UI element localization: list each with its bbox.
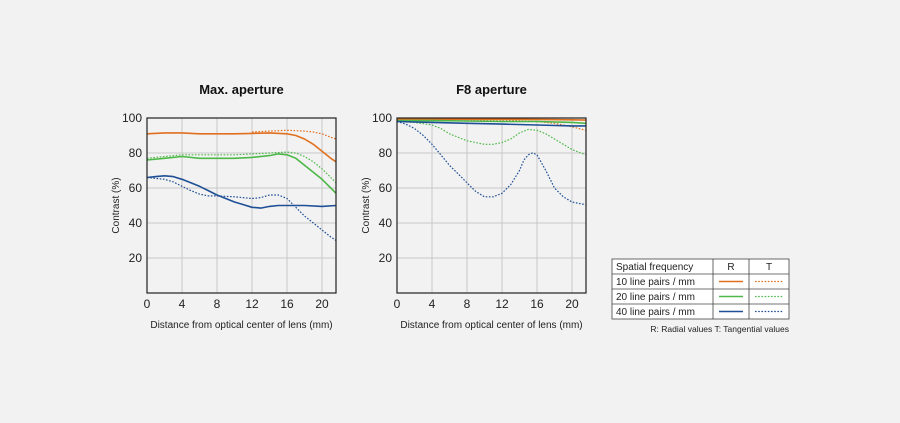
series-line-20T (146, 151, 337, 184)
series-line-10T (251, 129, 337, 140)
x-tick-label: 0 (144, 297, 151, 311)
chart-max-aperture: 0 4 8 12 16 20 20 40 60 80 100 Max. aperture Distanc… (111, 82, 337, 331)
y-tick-label: 20 (129, 251, 143, 265)
plot-frame (146, 117, 337, 294)
y-tick-label: 60 (129, 181, 143, 195)
y-tick-label: 80 (129, 146, 143, 160)
x-tick-label: 12 (495, 297, 509, 311)
legend-row-label: 20 line pairs / mm (616, 292, 695, 303)
plot-frame (396, 117, 587, 294)
legend-note: R: Radial values T: Tangential values (650, 324, 789, 334)
x-tick-label: 16 (530, 297, 544, 311)
chart-f8-aperture: 0 4 8 12 16 20 20 40 60 80 100 F8 aperture Distance … (361, 82, 587, 331)
series-line-10R (397, 118, 587, 121)
y-tick-label: 100 (372, 111, 392, 125)
series-line-10R (146, 132, 337, 163)
x-tick-label: 4 (179, 297, 186, 311)
y-tick-label: 40 (379, 216, 393, 230)
legend-row-label: 40 line pairs / mm (616, 307, 695, 318)
legend-col-r: R (727, 262, 734, 273)
x-tick-label: 12 (245, 297, 259, 311)
x-axis-label: Distance from optical center of lens (mm… (400, 320, 582, 331)
x-tick-label: 8 (214, 297, 221, 311)
legend-col-t: T (766, 262, 772, 273)
y-tick-label: 20 (379, 251, 393, 265)
series-line-40R (396, 120, 586, 127)
series-line-20R (397, 119, 587, 125)
series-line-20T (396, 120, 587, 156)
x-tick-label: 4 (429, 297, 436, 311)
series-line-40R (146, 175, 337, 209)
series-line-40T (146, 176, 337, 241)
y-tick-label: 40 (129, 216, 143, 230)
legend-row-label: 10 line pairs / mm (616, 277, 695, 288)
y-axis-label: Contrast (%) (361, 177, 372, 233)
y-tick-label: 100 (122, 111, 142, 125)
chart-title: F8 aperture (456, 82, 527, 97)
y-tick-label: 80 (379, 146, 393, 160)
legend-header: Spatial frequency (616, 262, 693, 273)
series-line-40T (396, 120, 587, 206)
x-tick-label: 0 (394, 297, 401, 311)
legend: Spatial frequency R T 10 line pairs / mm 20 … (611, 258, 790, 334)
x-tick-label: 8 (464, 297, 471, 311)
x-axis-label: Distance from optical center of lens (mm… (150, 320, 332, 331)
x-tick-label: 16 (280, 297, 294, 311)
chart-title: Max. aperture (199, 82, 284, 97)
x-tick-label: 20 (565, 297, 579, 311)
y-tick-label: 60 (379, 181, 393, 195)
y-axis-label: Contrast (%) (111, 177, 122, 233)
series-line-20R (146, 153, 337, 194)
x-tick-label: 20 (315, 297, 329, 311)
